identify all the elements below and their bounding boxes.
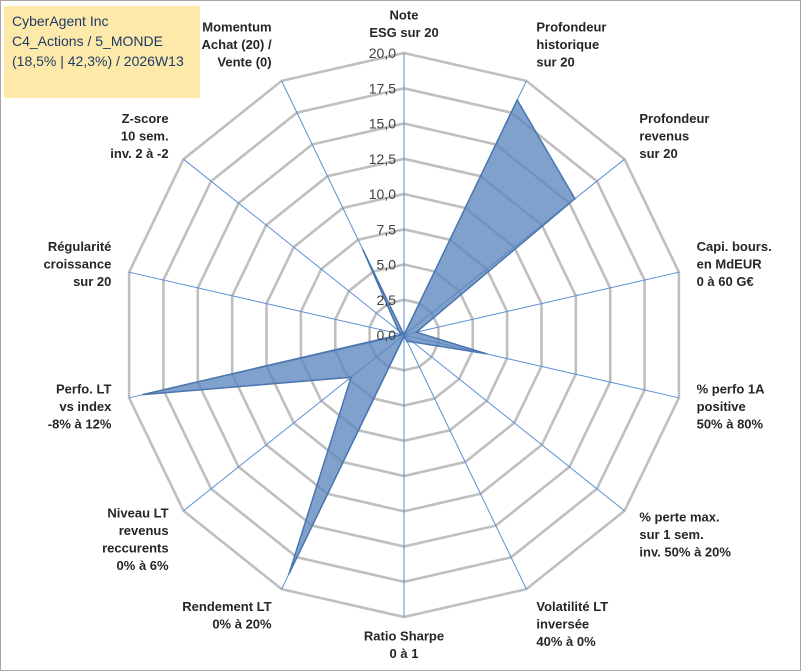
spoke-11 [128,271,405,336]
category-label-line: en MdEUR [697,257,763,272]
category-label-line: Volatilité LT [536,599,608,614]
company-name: CyberAgent Inc [12,13,109,29]
radar-series [142,98,576,575]
category-label-line: inv. 2 à -2 [110,146,168,161]
category-label-line: Rendement LT [182,599,271,614]
category-label-13: Momentum Achat (20) / Vente (0) [202,19,272,69]
tick-label-7: 17,5 [369,80,396,96]
category-label-line: Note [390,8,419,23]
data-point-6 [406,340,408,343]
category-labels: Note ESG sur 20 Profondeur historique sur 20… [43,8,771,662]
category-label-1: Profondeur historique sur 20 [536,19,606,69]
category-label-2: Profondeur revenus sur 20 [639,111,709,161]
radial-tick-labels: 0,0 2,5 5,0 7,5 10,0 12,5 15,0 17,5 20,0 [369,45,396,343]
category-label-3: Capi. bours. en MdEUR 0 à 60 G€ [697,239,772,289]
category-label-line: Profondeur [639,111,709,126]
category-label-11: Régularité croissance sur 20 [43,239,111,289]
spoke-3 [403,271,680,336]
category-label-line: 0% à 6% [117,558,169,573]
tick-label-3: 7,5 [377,221,397,237]
category-label-line: % perte max. [639,510,719,525]
tick-label-1: 2,5 [377,292,397,308]
category-label-line: 0 à 60 G€ [697,274,754,289]
category-label-line: ESG sur 20 [369,25,438,40]
data-point-7 [403,335,405,338]
tick-label-4: 10,0 [369,186,396,202]
category-label-4: % perfo 1A positive 50% à 80% [697,381,766,431]
category-label-line: sur 20 [639,146,677,161]
data-point-11 [400,333,403,336]
category-label-line: % perfo 1A [697,381,766,396]
category-label-line: -8% à 12% [48,416,112,431]
category-label-line: Perfo. LT [56,381,111,396]
data-point-4 [485,353,488,355]
category-label-line: Profondeur [536,19,606,34]
category-label-line: Vente (0) [217,54,271,69]
category-label-line: reccurents [102,541,168,556]
category-label-line: Ratio Sharpe [364,629,444,644]
data-point-2 [574,197,576,200]
category-label-line: inv. 50% à 20% [639,545,731,560]
spoke-12 [183,158,405,336]
portfolio-stats: (18,5% | 42,3%) / 2026W13 [12,53,184,69]
data-point-9 [350,376,352,379]
category-label-7: Ratio Sharpe 0 à 1 [364,629,444,662]
category-label-line: Momentum [202,19,271,34]
data-point-10 [142,393,144,396]
category-label-line: sur 20 [536,54,574,69]
category-label-line: Achat (20) / [202,37,272,52]
data-point-1 [516,99,518,101]
category-label-10: Perfo. LT vs index -8% à 12% [48,381,112,431]
category-label-0: Note ESG sur 20 [369,8,438,41]
category-label-8: Rendement LT 0% à 20% [182,599,272,632]
category-label-line: 50% à 80% [697,416,764,431]
tick-label-0: 0,0 [377,327,397,343]
category-label-line: inversée [536,617,589,632]
category-label-line: 40% à 0% [536,634,596,649]
category-label-line: 0 à 1 [390,646,419,661]
category-label-line: 10 sem. [121,129,169,144]
data-point-12 [397,329,400,332]
spoke-5 [403,334,625,512]
category-label-6: Volatilité LT inversée 40% à 0% [536,599,608,649]
data-point-5 [412,341,414,343]
portfolio-name: C4_Actions / 5_MONDE [12,33,163,49]
data-point-13 [362,249,364,251]
category-label-line: sur 20 [73,274,111,289]
tick-label-5: 12,5 [369,151,396,167]
category-label-line: historique [536,37,599,52]
category-label-9: Niveau LT revenus reccurents 0% à 6% [102,506,169,574]
info-box: CyberAgent Inc C4_Actions / 5_MONDE (18,… [4,6,200,98]
category-label-line: sur 1 sem. [639,527,703,542]
category-label-line: Régularité [48,239,112,254]
data-point-8 [288,573,290,575]
tick-label-2: 5,0 [377,257,397,273]
data-point-3 [415,331,418,334]
category-label-line: Capi. bours. [697,239,772,254]
category-label-12: Z-score 10 sem. inv. 2 à -2 [110,111,168,161]
category-label-line: Niveau LT [107,506,168,521]
category-label-5: % perte max. sur 1 sem. inv. 50% à 20% [639,510,731,560]
category-label-line: revenus [639,129,689,144]
tick-label-6: 15,0 [369,116,396,132]
category-label-line: 0% à 20% [212,617,272,632]
category-label-line: croissance [43,257,111,272]
category-label-line: revenus [119,523,169,538]
category-label-line: Z-score [122,111,169,126]
data-point-0 [403,334,405,336]
series-area [142,98,576,575]
category-label-line: positive [697,399,746,414]
spoke-6 [403,334,527,590]
tick-label-8: 20,0 [369,45,396,61]
category-label-line: vs index [59,399,112,414]
